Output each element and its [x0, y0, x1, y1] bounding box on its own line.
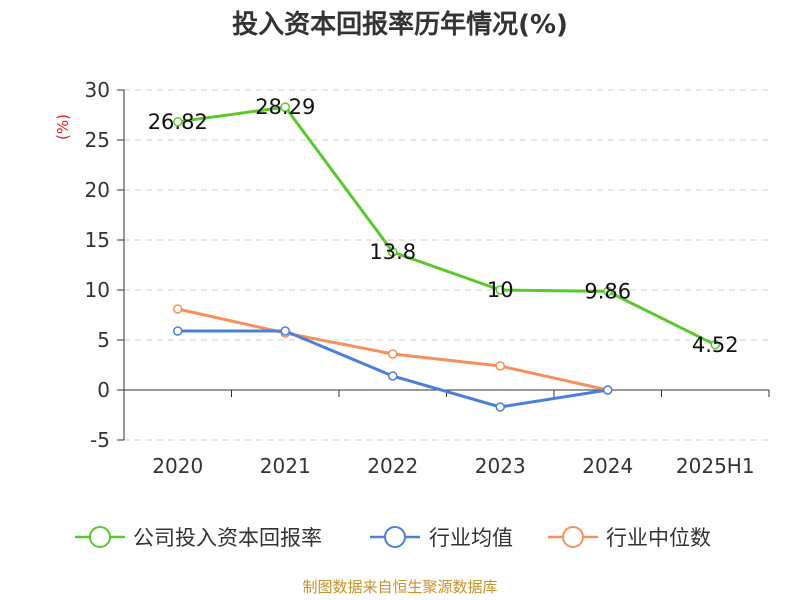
y-tick-label: 25: [85, 128, 110, 152]
y-tick-label: 15: [85, 228, 110, 252]
data-label: 4.52: [692, 333, 739, 357]
legend[interactable]: 公司投入资本回报率 行业均值 行业中位数: [75, 526, 711, 550]
data-point: [173, 117, 183, 127]
legend-label: 行业中位数: [606, 526, 711, 550]
data-point: [495, 285, 505, 295]
data-point: [603, 385, 613, 395]
y-tick-label: 20: [85, 178, 110, 202]
legend-item[interactable]: 公司投入资本回报率: [75, 526, 322, 550]
data-label: 28.29: [255, 95, 315, 119]
data-point: [173, 304, 183, 314]
data-label: 26.82: [148, 110, 208, 134]
series-line: [177, 329, 608, 409]
x-tick-label: 2022: [367, 454, 418, 478]
axes: 30 25 20 15 10 5 0 -5 2020 2021 2022 2023 2024 2025H1: [85, 78, 770, 478]
data-label: 13.8: [369, 240, 416, 264]
y-tick-label: 30: [85, 78, 110, 102]
data-point: [388, 247, 398, 257]
data-label: 9.86: [584, 279, 631, 303]
x-tick-label: 2021: [260, 454, 311, 478]
chart-title: 投入资本回报率历年情况(%): [232, 9, 568, 40]
gridlines: [124, 89, 769, 441]
y-tick-label: -5: [90, 428, 110, 452]
legend-item[interactable]: 行业均值: [370, 526, 513, 550]
data-label: 10: [487, 278, 514, 302]
y-tick-label: 0: [97, 378, 110, 402]
x-tick-label: 2025H1: [676, 454, 755, 478]
data-point: [280, 326, 290, 336]
legend-label: 公司投入资本回报率: [133, 526, 322, 550]
legend-marker: [384, 526, 406, 548]
data-point: [710, 340, 720, 350]
data-point: [495, 361, 505, 371]
series-line: [177, 105, 716, 347]
x-tick-label: 2024: [582, 454, 633, 478]
data-point: [280, 102, 290, 112]
y-tick-label: 10: [85, 278, 110, 302]
y-axis-label: (%): [54, 114, 72, 140]
data-labels: 26.82 28.29 13.8 10 9.86 4.52: [148, 95, 739, 357]
series-lines: [173, 102, 720, 412]
data-point: [388, 371, 398, 381]
x-tick-label: 2020: [152, 454, 203, 478]
legend-marker: [89, 526, 111, 548]
x-tick-label: 2023: [475, 454, 526, 478]
legend-item[interactable]: 行业中位数: [548, 526, 711, 550]
data-point: [388, 349, 398, 359]
data-point: [603, 286, 613, 297]
legend-marker: [562, 526, 584, 548]
data-point: [173, 326, 183, 336]
data-point: [495, 402, 505, 412]
source-note: 制图数据来自恒生聚源数据库: [302, 578, 497, 596]
y-tick-label: 5: [97, 328, 110, 352]
legend-label: 行业均值: [429, 526, 513, 550]
